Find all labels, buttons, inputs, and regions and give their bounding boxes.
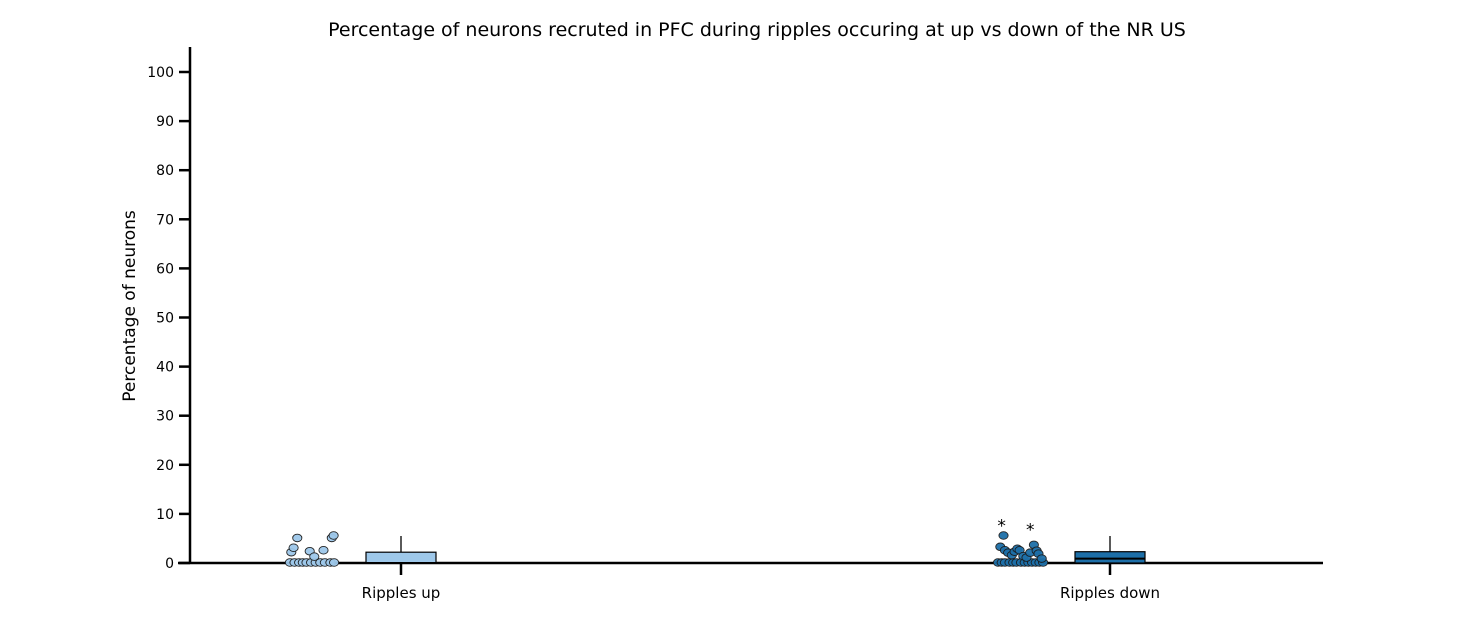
x-tick-label: Ripples up	[362, 584, 441, 602]
y-tick-label: 50	[156, 311, 174, 327]
outlier-point: *	[1026, 521, 1035, 541]
y-tick-label: 80	[156, 163, 174, 179]
data-point	[288, 543, 299, 553]
box	[365, 551, 437, 564]
y-tick-label: 30	[156, 409, 174, 425]
y-tick-label: 0	[165, 556, 174, 572]
data-point	[318, 545, 329, 555]
y-tick-label: 10	[156, 507, 174, 523]
data-point	[998, 531, 1009, 540]
plot-area: 0 10 20 30 40 50 60 70 80 90 100 Ripples up Ripples …	[147, 47, 1323, 602]
x-tick-label: Ripples down	[1060, 584, 1160, 602]
y-tick-label: 20	[156, 458, 174, 474]
y-tick-label: 100	[147, 65, 174, 81]
outlier-point: *	[997, 517, 1006, 537]
data-point	[309, 552, 320, 561]
data-point	[329, 558, 340, 567]
chart-title: Percentage of neurons recruted in PFC du…	[328, 19, 1186, 41]
data-point	[1036, 554, 1047, 563]
data-point	[328, 531, 339, 540]
y-tick-label: 40	[156, 360, 174, 376]
data-point	[292, 533, 303, 543]
y-tick-label: 70	[156, 212, 174, 228]
y-tick-label: 90	[156, 114, 174, 130]
y-tick-label: 60	[156, 261, 174, 277]
y-axis-label: Percentage of neurons	[120, 210, 140, 402]
box	[1074, 551, 1146, 564]
